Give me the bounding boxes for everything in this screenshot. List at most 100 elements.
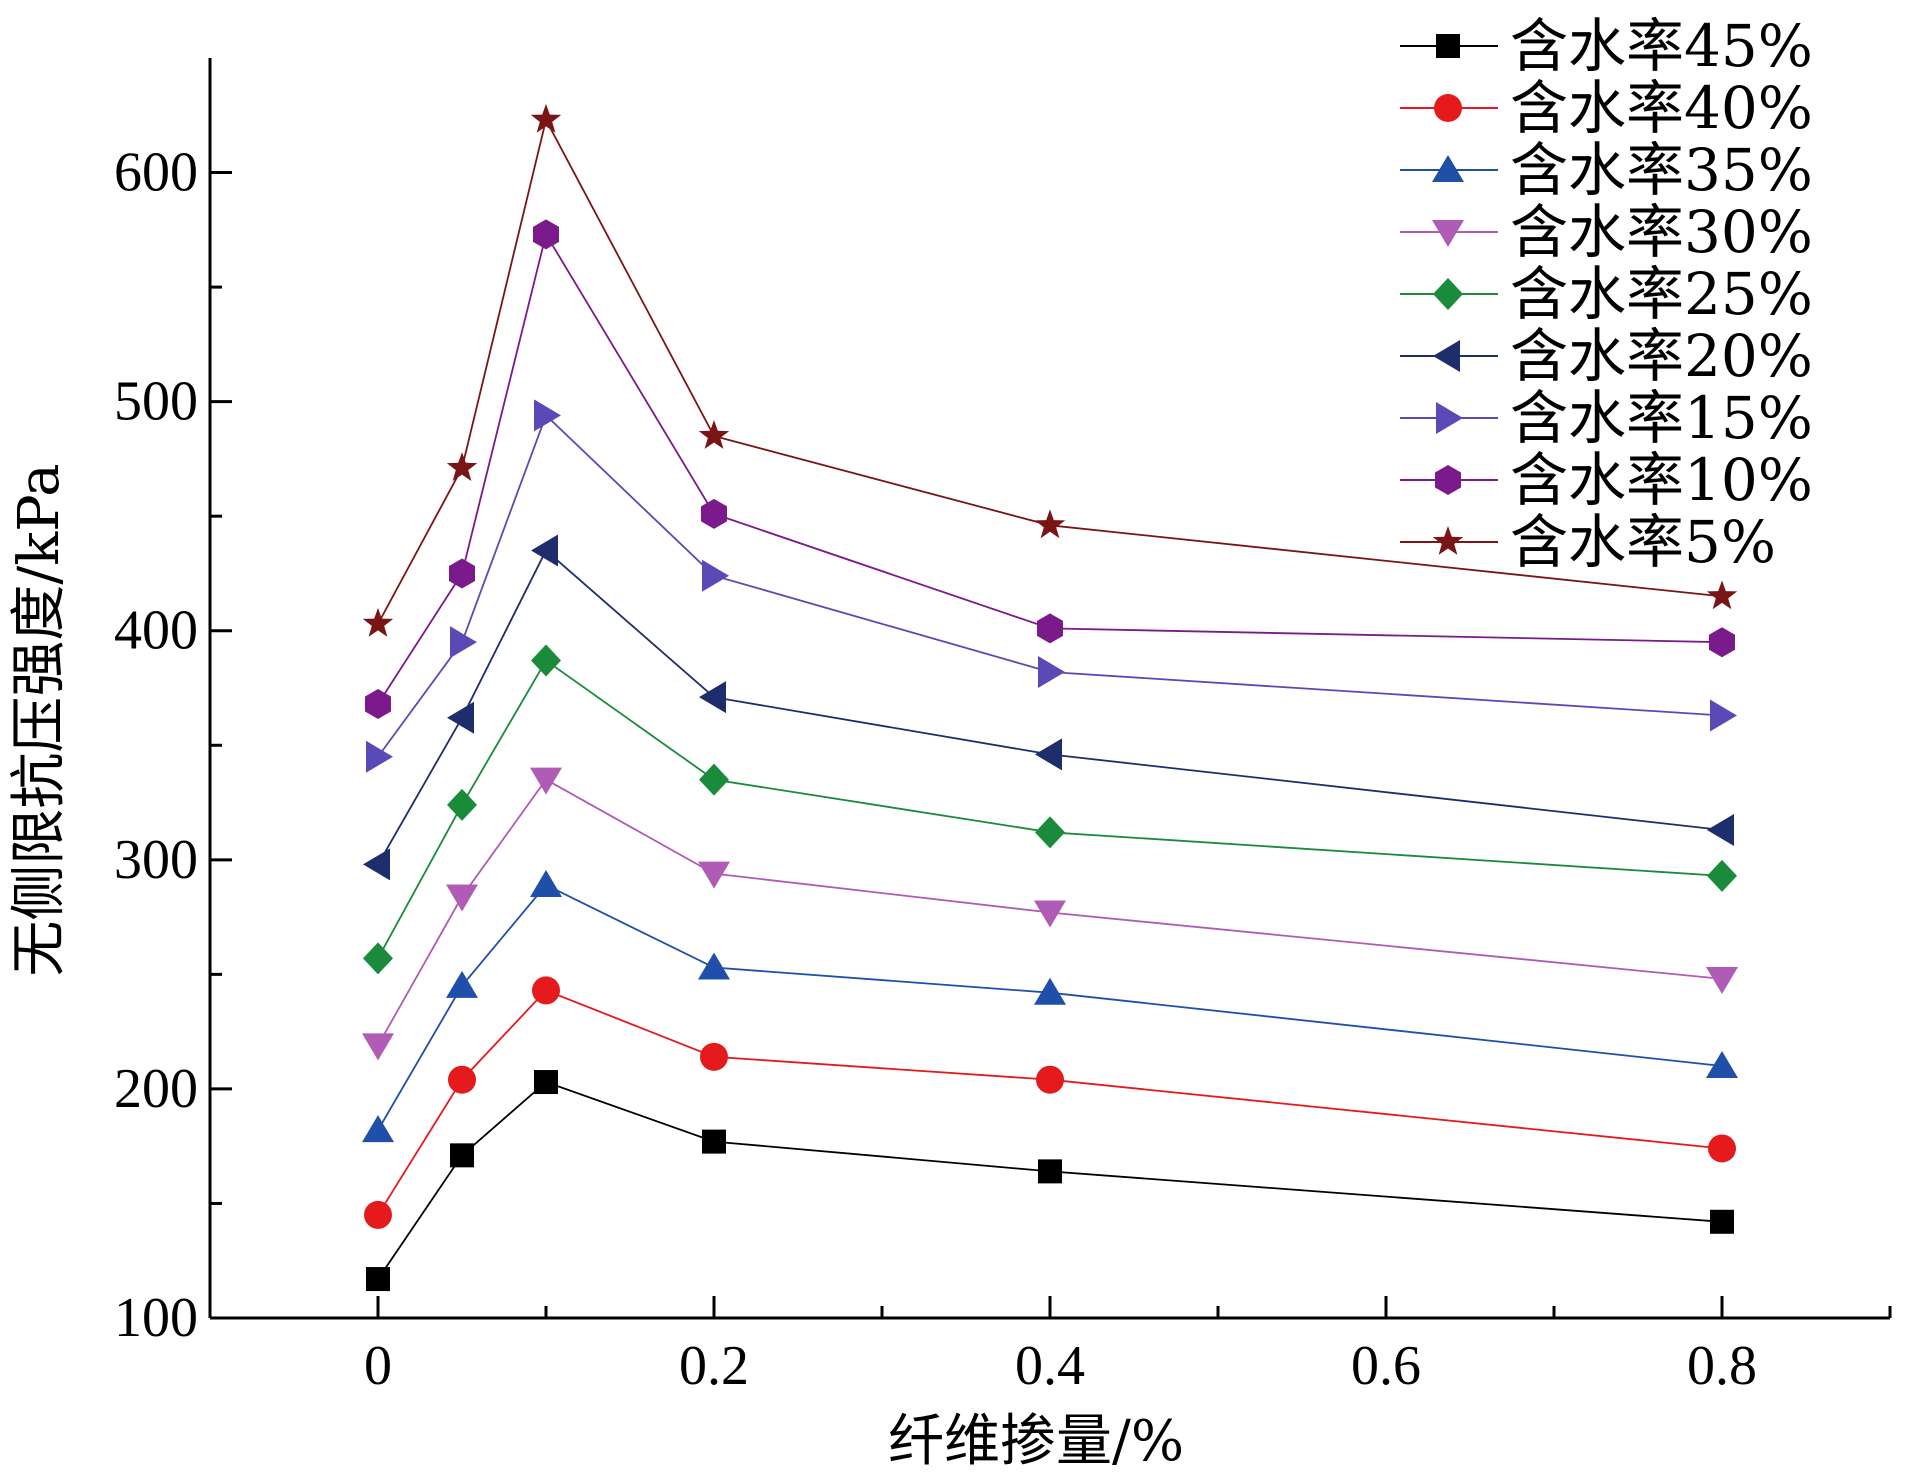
series-line [377, 1080, 1723, 1280]
data-point [701, 498, 727, 529]
data-point [446, 452, 478, 481]
data-point [534, 1070, 558, 1095]
legend-marker [1432, 155, 1464, 182]
legend-marker [1433, 340, 1460, 372]
series-6 [363, 534, 1734, 881]
legend-marker [1434, 94, 1462, 122]
series-line [377, 232, 1723, 705]
data-point [699, 763, 729, 796]
data-point [1708, 1134, 1736, 1163]
data-point [1038, 655, 1065, 688]
y-tick-label: 600 [114, 142, 198, 204]
legend-item: 含水率10% [1400, 446, 1813, 514]
data-point [363, 942, 393, 975]
legend-item: 含水率35% [1400, 136, 1813, 204]
series-2 [364, 976, 1736, 1229]
data-point [699, 681, 726, 714]
x-tick-label: 0.6 [1351, 1335, 1421, 1397]
data-point [698, 952, 730, 980]
data-point [448, 1065, 476, 1094]
y-tick-label: 500 [114, 371, 198, 433]
data-point [530, 870, 562, 898]
data-point [447, 788, 477, 821]
data-point [698, 861, 730, 889]
data-point [698, 420, 730, 449]
series-line [377, 778, 1723, 1046]
legend-item: 含水率20% [1400, 322, 1813, 390]
data-point [702, 1129, 726, 1154]
data-point [534, 399, 561, 432]
data-point [450, 626, 477, 659]
series-line [377, 413, 1723, 758]
series-5 [363, 644, 1737, 975]
data-point [702, 559, 729, 592]
data-point [1710, 1209, 1734, 1234]
legend-item: 含水率40% [1400, 74, 1813, 142]
series-line [377, 117, 1723, 625]
y-tick-label: 100 [114, 1287, 198, 1349]
legend-marker [1436, 402, 1463, 434]
legend-item: 含水率5% [1400, 508, 1776, 576]
data-point [1038, 1159, 1062, 1184]
legend-label: 含水率15% [1510, 384, 1813, 452]
data-point [1036, 1065, 1064, 1094]
y-axis-title: 无侧限抗压强度/kPa [7, 463, 72, 976]
series-4 [362, 767, 1738, 1061]
legend-label: 含水率30% [1510, 198, 1813, 266]
y-tick-label: 300 [114, 829, 198, 891]
data-point [446, 884, 478, 912]
data-point [449, 558, 475, 589]
data-point [362, 1115, 394, 1143]
data-point [363, 848, 390, 881]
data-point [446, 970, 478, 998]
legend-item: 含水率25% [1400, 260, 1813, 328]
legend-marker [1433, 278, 1463, 310]
data-point [1707, 814, 1734, 847]
data-point [700, 1042, 728, 1071]
legend-item: 含水率30% [1400, 198, 1813, 266]
legend-label: 含水率25% [1510, 260, 1813, 328]
legend-label: 含水率5% [1510, 508, 1776, 576]
data-point [362, 1033, 394, 1061]
x-tick-label: 0 [364, 1335, 392, 1397]
legend-label: 含水率20% [1510, 322, 1813, 390]
data-point [531, 644, 561, 677]
x-axis-title: 纤维掺量/% [888, 1409, 1184, 1474]
data-point [364, 1200, 392, 1229]
data-point [450, 1143, 474, 1168]
data-point [1710, 699, 1737, 732]
series-8 [365, 219, 1735, 719]
data-point [1706, 966, 1738, 994]
y-tick-label: 200 [114, 1058, 198, 1120]
data-point [1035, 816, 1065, 849]
legend-label: 含水率10% [1510, 446, 1813, 514]
legend: 含水率45%含水率40%含水率35%含水率30%含水率25%含水率20%含水率1… [1400, 12, 1813, 576]
data-point [366, 740, 393, 773]
data-point [1709, 627, 1735, 658]
series-1 [366, 1070, 1734, 1292]
data-point [1707, 859, 1737, 892]
legend-item: 含水率15% [1400, 384, 1813, 452]
data-point [366, 1267, 390, 1292]
data-point [1034, 509, 1066, 539]
series-line [377, 883, 1723, 1131]
data-point [1037, 613, 1063, 644]
legend-label: 含水率35% [1510, 136, 1813, 204]
x-tick-label: 0.4 [1015, 1335, 1085, 1397]
data-point [531, 534, 558, 567]
legend-label: 含水率40% [1510, 74, 1813, 142]
series-layer [362, 103, 1738, 1292]
series-line [377, 989, 1723, 1216]
series-line [377, 549, 1723, 865]
data-point [530, 767, 562, 795]
data-point [365, 689, 391, 719]
legend-marker [1432, 220, 1464, 247]
data-point [362, 607, 394, 637]
legend-item: 含水率45% [1400, 12, 1813, 80]
data-point [1034, 900, 1066, 928]
legend-marker [1436, 34, 1460, 58]
data-point [1706, 580, 1738, 610]
data-point [1034, 977, 1066, 1005]
data-point [530, 103, 562, 133]
